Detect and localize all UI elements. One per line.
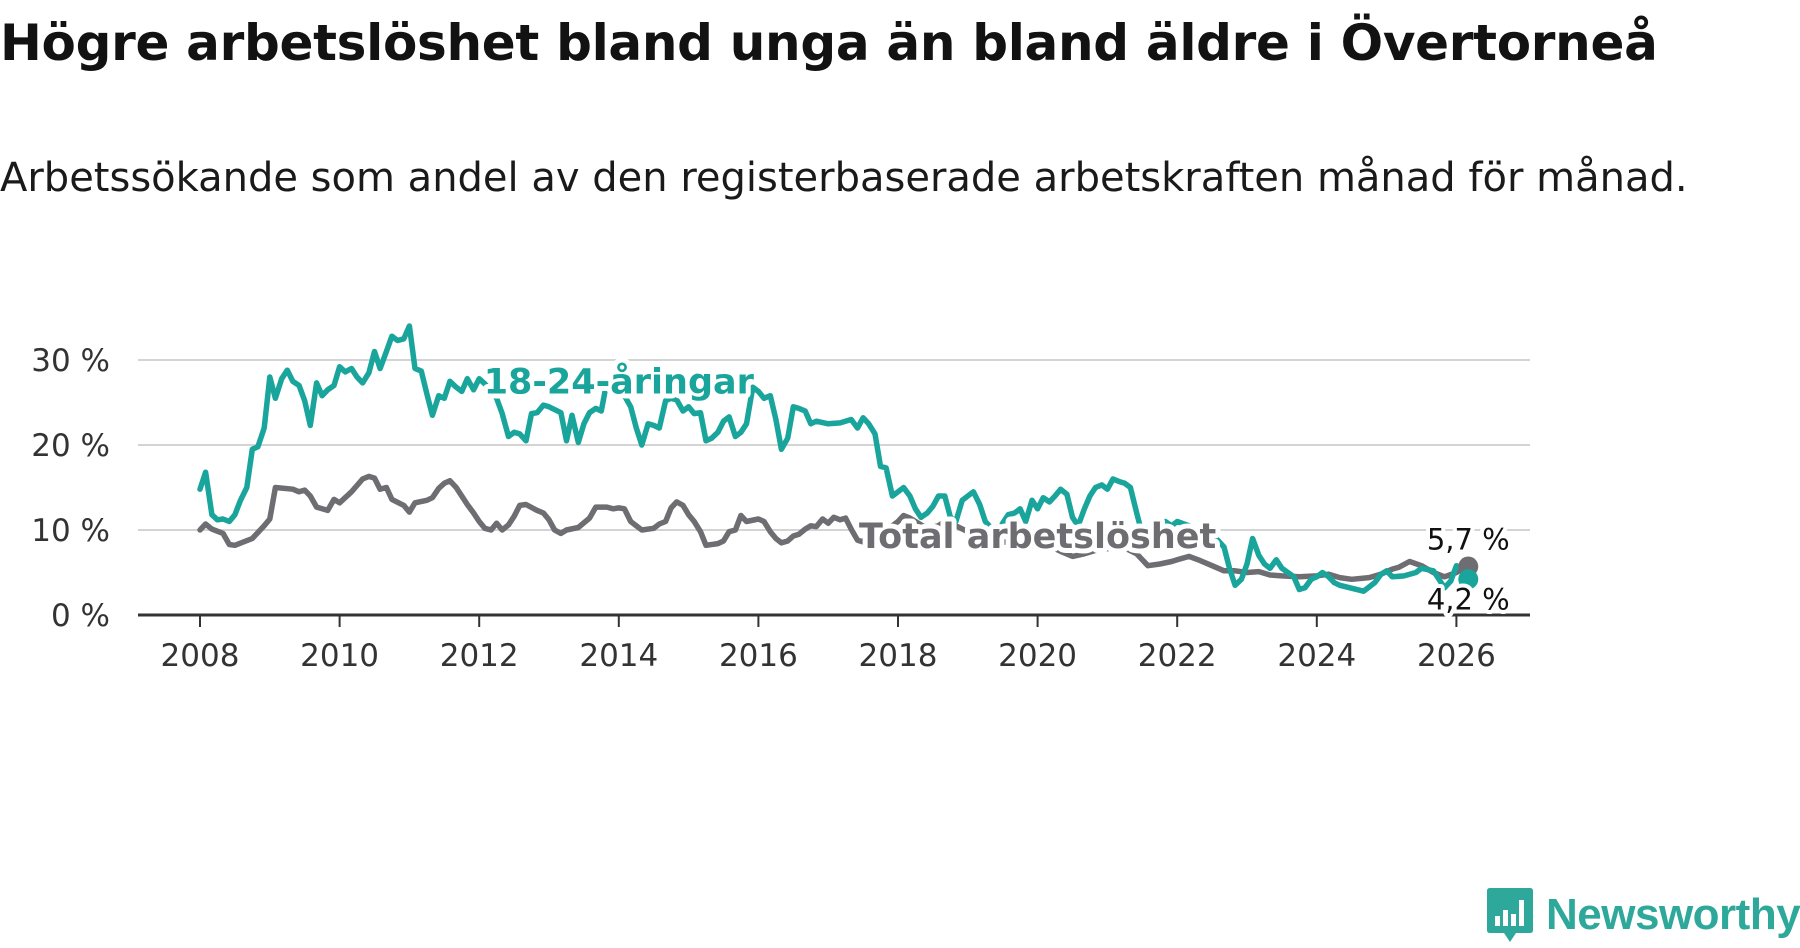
chart-subtitle: Arbetssökande som andel av den registerb…: [0, 155, 1688, 201]
end-label-total: 5,7 %: [1427, 523, 1510, 557]
x-tick-label-2024: 2024: [1277, 638, 1356, 674]
y-tick-label-10: 10 %: [31, 513, 110, 549]
x-tick-label-2020: 2020: [998, 638, 1077, 674]
series-label-total: Total arbetslöshet: [859, 517, 1216, 557]
y-tick-label-30: 30 %: [31, 343, 110, 379]
x-tick-label-2014: 2014: [579, 638, 658, 674]
x-tick-label-2018: 2018: [859, 638, 938, 674]
x-tick-label-2016: 2016: [719, 638, 798, 674]
x-tick-label-2026: 2026: [1417, 638, 1496, 674]
end-label-youth: 4,2 %: [1427, 582, 1510, 616]
newsworthy-logo-icon: [1487, 888, 1533, 942]
series-line-youth: [197, 323, 1472, 594]
chart-title: Högre arbetslöshet bland unga än bland ä…: [0, 14, 1658, 72]
y-tick-label-0: 0 %: [51, 598, 110, 634]
logo-text: Newsworthy: [1546, 890, 1800, 939]
y-tick-label-20: 20 %: [31, 428, 110, 464]
x-tick-label-2012: 2012: [440, 638, 519, 674]
newsworthy-logo[interactable]: Newsworthy: [1486, 886, 1800, 944]
grid-lines: [138, 359, 1530, 531]
series-label-youth: 18-24-åringar: [484, 361, 755, 402]
x-axis-tick-labels: 2008 2010 2012 2014 2016 2018 2020 2022 2024 2026: [161, 638, 1496, 674]
x-tick-label-2022: 2022: [1138, 638, 1217, 674]
x-tick-label-2008: 2008: [161, 638, 240, 674]
x-tick-label-2010: 2010: [300, 638, 379, 674]
series-lines: [197, 323, 1472, 594]
end-points: 5,7 % 4,2 %: [1423, 519, 1514, 621]
series-labels: 18-24-åringar Total arbetslöshet: [479, 356, 1222, 562]
end-point-youth: [1458, 569, 1479, 590]
y-axis-tick-labels: 0 % 10 % 20 % 30 %: [31, 343, 110, 634]
series-line-total: [197, 473, 1472, 583]
x-axis: [138, 613, 1530, 627]
